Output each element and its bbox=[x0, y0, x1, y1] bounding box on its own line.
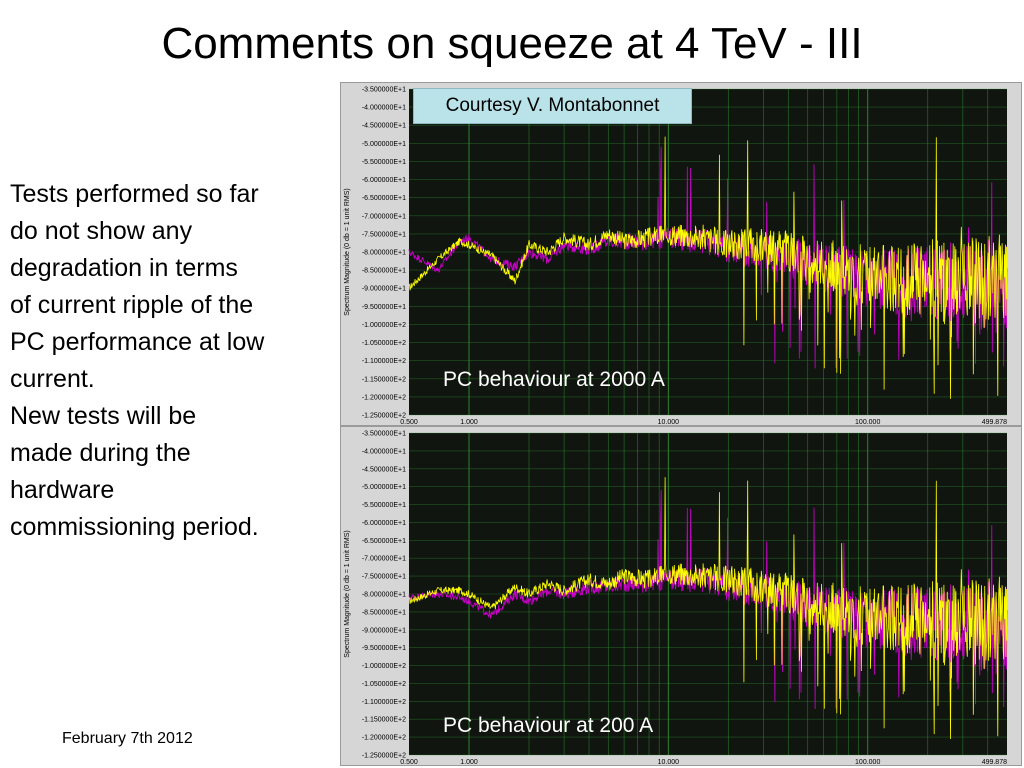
series-line bbox=[408, 136, 1008, 399]
y-tick-label: -7.000000E+1 bbox=[362, 556, 406, 563]
body-line: of current ripple of the bbox=[10, 291, 254, 319]
y-tick-label: -6.000000E+1 bbox=[362, 177, 406, 184]
x-tick-label: 10.000 bbox=[658, 759, 680, 766]
y-tick-label: -1.150000E+2 bbox=[362, 717, 406, 724]
footer-date: February 7th 2012 bbox=[62, 730, 193, 747]
y-tick-label: -7.500000E+1 bbox=[362, 231, 406, 238]
x-tick-label: 10.000 bbox=[658, 419, 680, 426]
x-tick-label: 100.000 bbox=[855, 419, 880, 426]
y-tick-label: -1.000000E+2 bbox=[362, 663, 406, 670]
grid-horizontal bbox=[409, 432, 1007, 756]
y-tick-label: -9.000000E+1 bbox=[362, 286, 406, 293]
y-axis-title: Spectrum Magnitude (0 db = 1 unit RMS) bbox=[344, 188, 351, 315]
body-line: hardware bbox=[10, 476, 115, 504]
body-line: do not show any bbox=[10, 217, 193, 245]
x-tick-label: 1.000 bbox=[460, 759, 478, 766]
y-tick-label: -1.050000E+2 bbox=[362, 681, 406, 688]
x-tick-label: 499.878 bbox=[982, 759, 1007, 766]
slide-title: Comments on squeeze at 4 TeV - III bbox=[161, 19, 863, 68]
y-tick-label: -1.200000E+2 bbox=[362, 394, 406, 401]
x-tick-label: 100.000 bbox=[855, 759, 880, 766]
y-tick-label: -4.000000E+1 bbox=[362, 105, 406, 112]
y-tick-label: -7.500000E+1 bbox=[362, 574, 406, 581]
spectrum-chart-200a: -3.500000E+1 -4.000000E+1 -4.500000E+1 -5.0… bbox=[340, 426, 1022, 766]
body-text: Tests performed so far do not show any d… bbox=[10, 176, 335, 546]
y-tick-label: -6.500000E+1 bbox=[362, 195, 406, 202]
credit-label: Courtesy V. Montabonnet bbox=[413, 88, 692, 124]
y-tick-label: -1.050000E+2 bbox=[362, 340, 406, 347]
y-tick-label: -5.000000E+1 bbox=[362, 141, 406, 148]
y-tick-label: -1.100000E+2 bbox=[362, 699, 406, 706]
body-line: made during the bbox=[10, 439, 191, 467]
y-tick-label: -5.500000E+1 bbox=[362, 502, 406, 509]
y-tick-label: -4.000000E+1 bbox=[362, 448, 406, 455]
body-line: PC performance at low bbox=[10, 328, 265, 356]
y-tick-label: -5.000000E+1 bbox=[362, 484, 406, 491]
spectrum-plot-2000a: -3.500000E+1 -4.000000E+1 -4.500000E+1 -5.0… bbox=[344, 87, 1008, 426]
y-tick-label: -8.500000E+1 bbox=[362, 268, 406, 275]
x-tick-label: 0.500 bbox=[400, 419, 418, 426]
x-tick-label: 499.878 bbox=[982, 419, 1007, 426]
chart-caption-200a: PC behaviour at 200 A bbox=[443, 714, 654, 737]
y-tick-label: -8.500000E+1 bbox=[362, 609, 406, 616]
y-tick-label: -8.000000E+1 bbox=[362, 250, 406, 257]
y-tick-label: -3.500000E+1 bbox=[362, 87, 406, 94]
spectrum-plot-200a: -3.500000E+1 -4.000000E+1 -4.500000E+1 -5.0… bbox=[344, 431, 1008, 766]
y-tick-label: -6.500000E+1 bbox=[362, 538, 406, 545]
spectrum-chart-2000a: -3.500000E+1 -4.000000E+1 -4.500000E+1 -5.0… bbox=[340, 82, 1022, 426]
y-tick-label: -1.250000E+2 bbox=[362, 413, 406, 420]
body-line: New tests will be bbox=[10, 402, 197, 430]
y-axis-title: Spectrum Magnitude (0 db = 1 unit RMS) bbox=[344, 530, 351, 657]
body-line: degradation in terms bbox=[10, 254, 238, 282]
chart-caption-2000a: PC behaviour at 2000 A bbox=[443, 368, 665, 391]
y-tick-label: -1.200000E+2 bbox=[362, 735, 406, 742]
y-tick-label: -1.000000E+2 bbox=[362, 322, 406, 329]
series-line bbox=[408, 477, 1008, 740]
y-tick-label: -3.500000E+1 bbox=[362, 431, 406, 438]
y-tick-label: -1.150000E+2 bbox=[362, 376, 406, 383]
y-tick-label: -9.500000E+1 bbox=[362, 645, 406, 652]
body-line: commissioning period. bbox=[10, 513, 259, 541]
y-tick-label: -8.000000E+1 bbox=[362, 592, 406, 599]
y-tick-label: -9.500000E+1 bbox=[362, 304, 406, 311]
x-tick-label: 1.000 bbox=[460, 419, 478, 426]
y-tick-label: -7.000000E+1 bbox=[362, 213, 406, 220]
y-tick-label: -1.250000E+2 bbox=[362, 753, 406, 760]
body-line: Tests performed so far bbox=[10, 180, 259, 208]
y-tick-label: -6.000000E+1 bbox=[362, 520, 406, 527]
x-tick-label: 0.500 bbox=[400, 759, 418, 766]
body-line: current. bbox=[10, 365, 95, 393]
y-tick-label: -4.500000E+1 bbox=[362, 123, 406, 130]
y-tick-label: -4.500000E+1 bbox=[362, 466, 406, 473]
y-tick-label: -9.000000E+1 bbox=[362, 627, 406, 634]
y-tick-label: -1.100000E+2 bbox=[362, 358, 406, 365]
y-tick-label: -5.500000E+1 bbox=[362, 159, 406, 166]
